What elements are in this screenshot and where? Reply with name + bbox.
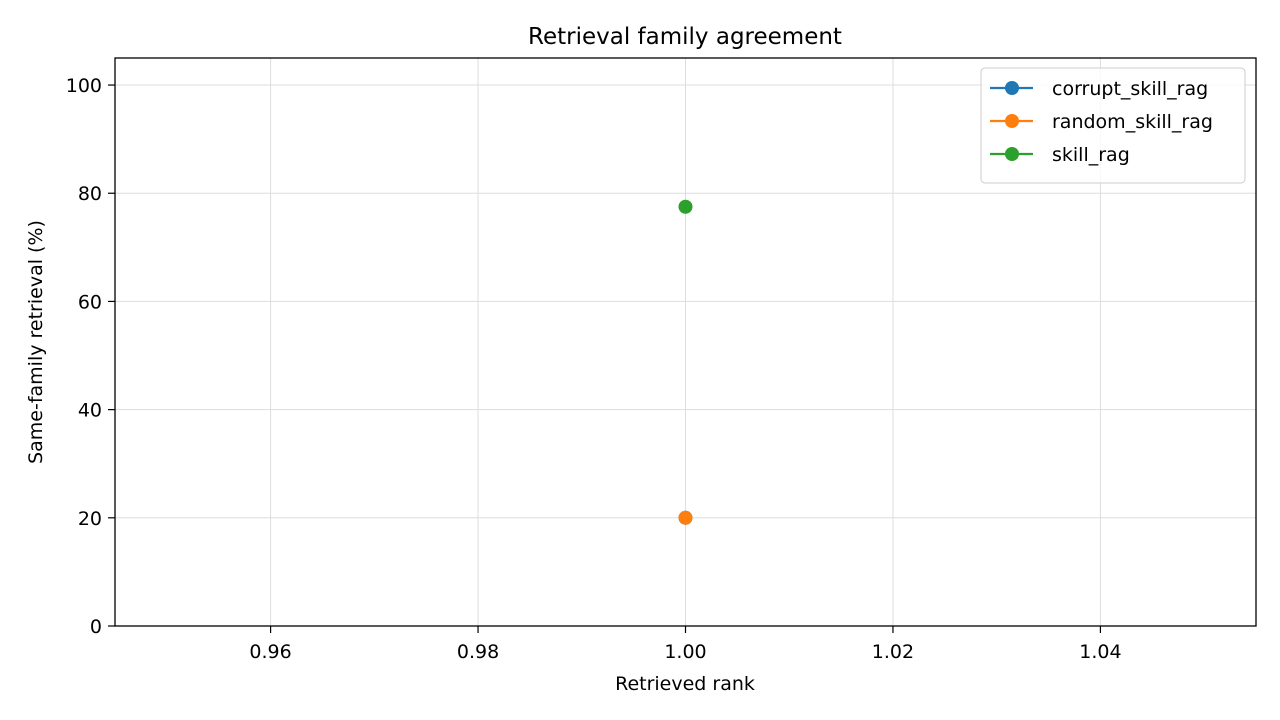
legend-marker bbox=[1005, 147, 1019, 161]
y-tick-label: 40 bbox=[78, 400, 102, 422]
plot-frame bbox=[114, 57, 1257, 627]
chart-title: Retrieval family agreement bbox=[528, 24, 842, 50]
y-tick-label: 100 bbox=[66, 75, 102, 97]
x-axis-label: Retrieved rank bbox=[615, 673, 755, 695]
axis-ticks: 0.96 0.98 1.00 1.02 1.04 0 20 40 60 80 100 bbox=[66, 75, 1122, 663]
y-tick-label: 0 bbox=[90, 616, 102, 638]
series-skill_rag bbox=[678, 199, 693, 214]
x-tick-label: 0.98 bbox=[457, 641, 499, 663]
x-tick-label: 1.02 bbox=[872, 641, 914, 663]
data-point bbox=[678, 510, 693, 525]
legend-label: random_skill_rag bbox=[1052, 111, 1213, 133]
legend-box bbox=[980, 67, 1246, 184]
legend: corrupt_skill_rag random_skill_rag skill_r… bbox=[980, 67, 1246, 184]
y-tick-label: 60 bbox=[78, 291, 102, 313]
y-tick-label: 20 bbox=[78, 508, 102, 530]
legend-marker bbox=[1005, 81, 1019, 95]
series-random_skill_rag bbox=[678, 510, 693, 525]
series-layer bbox=[678, 199, 693, 525]
x-tick-label: 0.96 bbox=[249, 641, 291, 663]
legend-marker bbox=[1005, 114, 1019, 128]
x-tick-label: 1.00 bbox=[664, 641, 706, 663]
data-point bbox=[678, 199, 693, 214]
y-tick-label: 80 bbox=[78, 183, 102, 205]
legend-label: skill_rag bbox=[1052, 144, 1130, 166]
x-tick-label: 1.04 bbox=[1079, 641, 1121, 663]
y-axis-label: Same-family retrieval (%) bbox=[25, 220, 47, 464]
legend-label: corrupt_skill_rag bbox=[1052, 78, 1208, 100]
